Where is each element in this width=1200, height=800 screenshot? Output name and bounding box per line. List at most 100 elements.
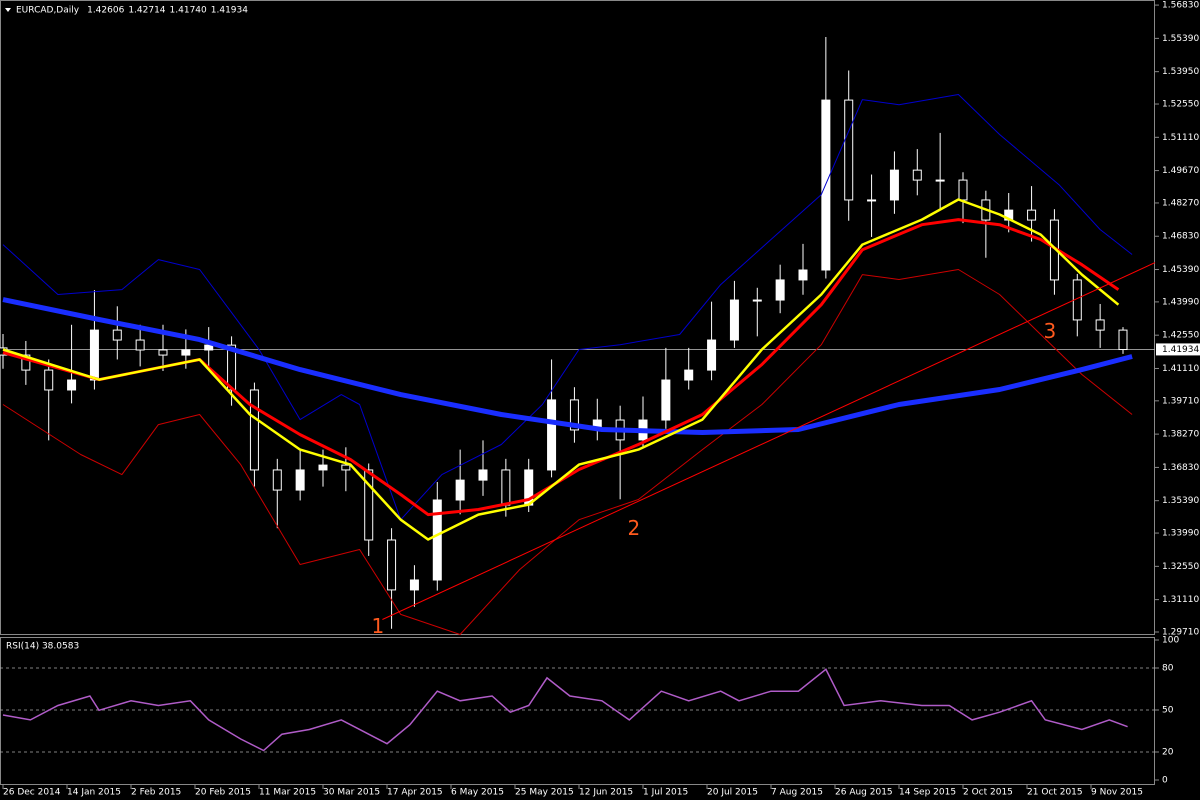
annotation: 2 <box>627 516 640 540</box>
candle-body <box>569 399 579 431</box>
indicator-line <box>2 94 1133 521</box>
candle-body <box>958 179 968 201</box>
x-tick-label: 26 Dec 2014 <box>3 788 61 798</box>
y-tick-label: 1.51110 <box>1162 133 1199 143</box>
x-tick-label: 14 Jan 2015 <box>67 788 121 798</box>
annotation: 1 <box>371 614 384 638</box>
quote-value: 1.41934 <box>211 6 248 16</box>
x-tick-label: 2 Feb 2015 <box>131 788 181 798</box>
candle-body <box>547 399 557 471</box>
last-price-box <box>1156 343 1200 356</box>
rsi-tick-label: 80 <box>1162 664 1174 674</box>
candle-body <box>707 339 717 371</box>
candle-body <box>432 499 442 581</box>
candle-body <box>775 279 785 301</box>
y-tick-label: 1.46830 <box>1162 232 1199 242</box>
indicator-line <box>2 269 1133 635</box>
rsi-title: RSI(14) 38.0583 <box>6 642 79 652</box>
y-tick-label: 1.55390 <box>1162 34 1199 44</box>
rsi-tick-label: 100 <box>1162 636 1179 646</box>
x-tick-label: 30 Mar 2015 <box>323 788 380 798</box>
y-tick-label: 1.45390 <box>1162 265 1199 275</box>
candle-body <box>935 179 945 182</box>
x-tick-label: 14 Sep 2015 <box>899 788 956 798</box>
y-tick-label: 1.29710 <box>1162 627 1199 637</box>
indicator-line <box>2 198 1120 541</box>
quote-value: 1.42606 <box>87 6 124 16</box>
candle-body <box>912 169 922 181</box>
rsi-line <box>2 668 1128 752</box>
y-tick-label: 1.49670 <box>1162 166 1199 176</box>
x-tick-label: 25 May 2015 <box>515 788 574 798</box>
y-tick-label: 1.53950 <box>1162 67 1199 77</box>
candle-body <box>387 539 397 591</box>
candle-body <box>249 389 259 471</box>
last-price-label: 1.41934 <box>1162 345 1199 355</box>
candle-body <box>21 354 31 371</box>
candle-body <box>1095 319 1105 331</box>
candle-body <box>661 379 671 421</box>
x-tick-label: 20 Jul 2015 <box>707 788 758 798</box>
candle-body <box>44 369 54 391</box>
candle-body <box>295 469 305 491</box>
x-tick-label: 1 Jul 2015 <box>643 788 688 798</box>
candle-body <box>158 349 168 356</box>
y-tick-label: 1.41110 <box>1162 364 1199 374</box>
candle-body <box>135 339 145 351</box>
indicator-line <box>2 297 1133 435</box>
menu-arrow <box>5 8 11 12</box>
indicator-line <box>2 218 1120 517</box>
candle-body <box>112 329 122 341</box>
chart-title: EURCAD,Daily <box>16 6 80 16</box>
quote-value: 1.41740 <box>170 6 207 16</box>
y-tick-label: 1.31110 <box>1162 595 1199 605</box>
candle-body <box>341 464 351 471</box>
x-tick-label: 2 Oct 2015 <box>963 788 1013 798</box>
annotation: 3 <box>1043 319 1056 343</box>
x-tick-label: 20 Feb 2015 <box>195 788 251 798</box>
rsi-frame <box>0 637 1155 785</box>
candle-body <box>752 299 762 302</box>
y-tick-label: 1.38270 <box>1162 430 1199 440</box>
candle-body <box>364 469 374 541</box>
candle-body <box>478 469 488 481</box>
y-tick-label: 1.32550 <box>1162 562 1199 572</box>
candle-body <box>272 469 282 491</box>
x-tick-label: 12 Jun 2015 <box>579 788 633 798</box>
quote-value: 1.42714 <box>128 6 165 16</box>
candle-body <box>867 199 877 202</box>
y-tick-label: 1.56830 <box>1162 1 1199 11</box>
x-tick-label: 17 Apr 2015 <box>387 788 443 798</box>
indicator-line <box>382 262 1156 620</box>
y-tick-label: 1.36830 <box>1162 463 1199 473</box>
candle-body <box>1027 209 1037 221</box>
x-tick-label: 11 Mar 2015 <box>259 788 316 798</box>
x-tick-label: 6 May 2015 <box>451 788 504 798</box>
candle-body <box>889 169 899 201</box>
candle-body <box>204 344 214 351</box>
y-tick-label: 1.33990 <box>1162 529 1199 539</box>
candle-body <box>409 579 419 591</box>
y-tick-label: 1.43990 <box>1162 297 1199 307</box>
candle-body <box>844 99 854 201</box>
rsi-tick-label: 20 <box>1162 748 1174 758</box>
y-tick-label: 1.42550 <box>1162 331 1199 341</box>
candle-body <box>455 479 465 501</box>
candle-body <box>89 329 99 381</box>
candle-body <box>1118 329 1128 351</box>
y-tick-label: 1.52550 <box>1162 100 1199 110</box>
x-tick-label: 21 Oct 2015 <box>1027 788 1083 798</box>
x-tick-label: 7 Aug 2015 <box>771 788 823 798</box>
y-tick-label: 1.35390 <box>1162 496 1199 506</box>
candle-body <box>318 464 328 471</box>
rsi-tick-label: 0 <box>1162 776 1168 786</box>
candle-body <box>684 369 694 381</box>
candle-body <box>798 269 808 281</box>
main-frame <box>0 0 1155 635</box>
rsi-tick-label: 50 <box>1162 706 1174 716</box>
x-tick-label: 9 Nov 2015 <box>1091 788 1143 798</box>
y-tick-label: 1.39710 <box>1162 396 1199 406</box>
candle-body <box>729 299 739 341</box>
candle-body <box>181 349 191 356</box>
